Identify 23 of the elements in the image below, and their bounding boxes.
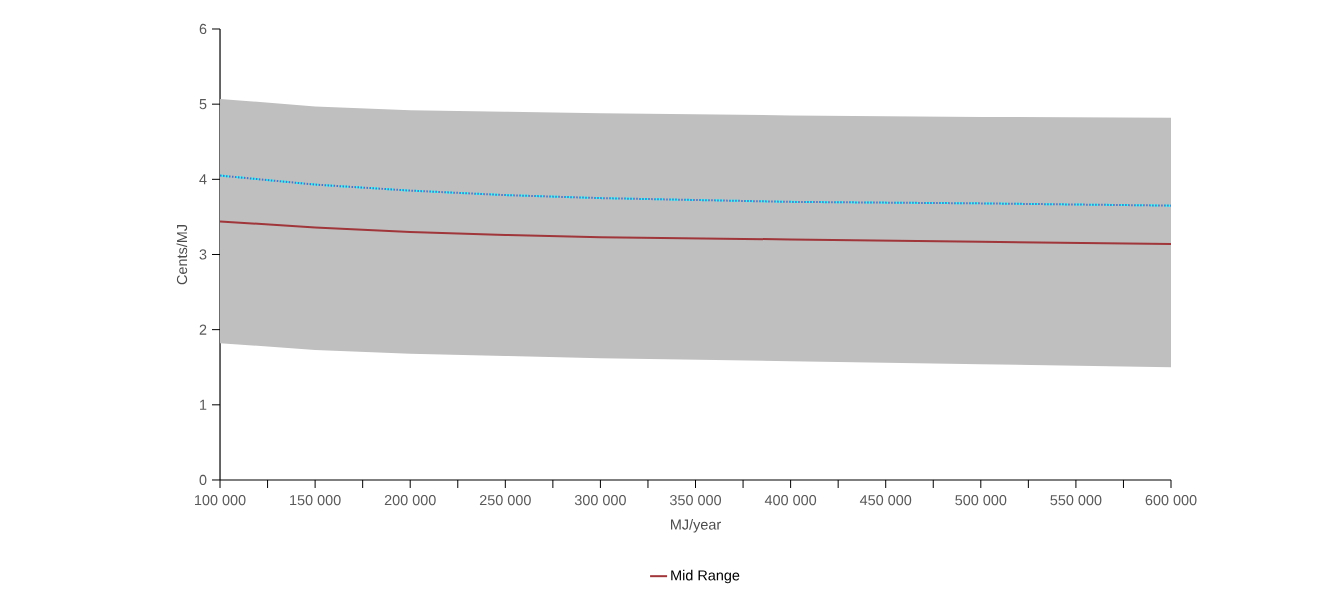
x-tick-label: 550 000 — [1050, 494, 1102, 506]
line-series — [220, 174, 1172, 207]
x-tick-label: 100 000 — [195, 494, 246, 506]
y-axis-title: Cents/MJ — [176, 225, 188, 285]
x-tick-label: 450 000 — [859, 494, 912, 506]
x-axis-title: MJ/year — [671, 519, 721, 533]
y-tick-label: 6 — [199, 23, 207, 35]
x-tick-label: 400 000 — [764, 494, 817, 506]
y-tick-label: 3 — [199, 249, 207, 260]
y-tick-label: 2 — [199, 324, 207, 335]
x-tick-label: 500 000 — [955, 494, 1007, 506]
y-tick-label: 4 — [199, 174, 207, 185]
x-tick-label: 600 000 — [1145, 494, 1197, 506]
y-tick-label: 1 — [200, 399, 207, 410]
x-tick-label: 350 000 — [669, 494, 722, 506]
y-tick-label: 5 — [199, 99, 207, 110]
y-tick-label: 0 — [199, 474, 207, 486]
x-tick-label: 250 000 — [479, 494, 531, 506]
line-series — [220, 220, 1172, 245]
x-tick-label: 150 000 — [290, 494, 341, 506]
x-tick-label: 200 000 — [384, 494, 436, 506]
legend-label: Mid Range — [671, 569, 740, 584]
x-tick-label: 300 000 — [574, 494, 626, 506]
